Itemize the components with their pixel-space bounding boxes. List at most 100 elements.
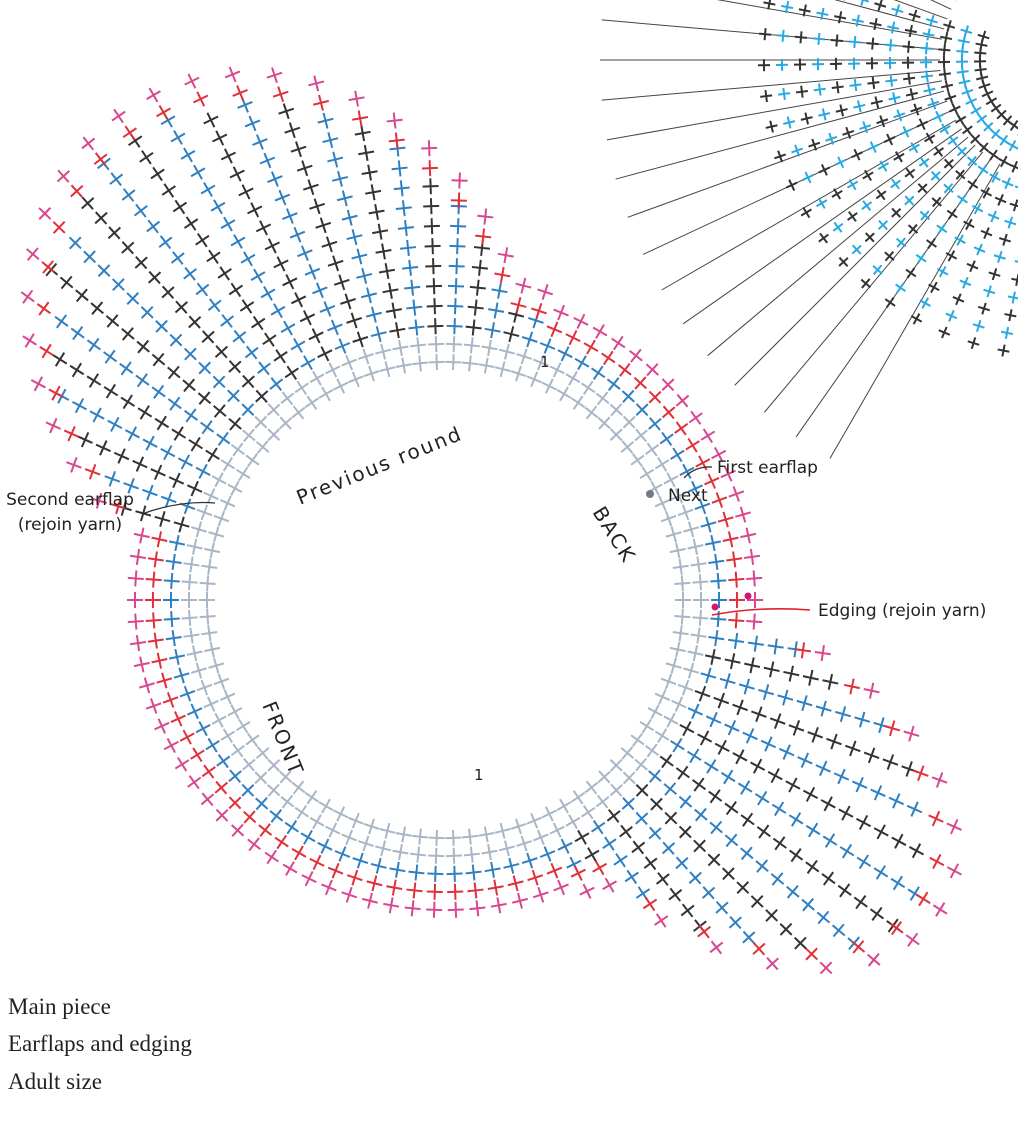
stitch [565,329,581,346]
stitch [279,416,293,430]
stitch [146,219,161,234]
stitch [1009,199,1018,212]
stitch [772,836,787,851]
stitch [609,758,623,772]
stitch [915,891,931,907]
stitch [639,466,655,482]
stitch [379,822,396,839]
stitch [889,921,904,936]
stitch [781,0,794,14]
stitch [137,405,153,420]
stitch [675,592,691,608]
stitch [188,436,204,452]
stitch [199,575,216,592]
stitch [107,416,123,432]
stitch [309,814,325,830]
stitch [129,548,147,565]
stitch [767,768,783,784]
stitch [884,297,896,308]
stitch [498,840,515,857]
stitch [533,829,549,846]
stitch [120,394,136,410]
stitch [291,845,307,861]
stitch [322,132,339,149]
caption: Main piece [8,994,111,1019]
stitch [927,97,940,110]
stitch [907,223,919,235]
stitch [282,274,298,290]
stitch [333,806,349,822]
stitch [530,302,547,319]
stitch [805,947,819,961]
stitch [675,856,689,870]
stitch [595,794,610,809]
stitch [516,348,533,365]
stitch [389,861,406,878]
stitch [160,491,177,508]
stitch [663,782,677,796]
stitch [570,395,586,410]
stitch [970,134,981,145]
stitch [309,370,325,386]
stitch [196,679,213,696]
stitch [510,818,527,835]
stitch [302,179,319,196]
stitch [592,860,608,876]
stitch [341,209,358,226]
back-label: BACK [588,502,641,567]
stitch [412,355,429,372]
stitch [609,428,623,442]
stitch [151,384,166,399]
stitch [669,542,686,559]
stitch [744,657,761,674]
stitch [674,575,691,592]
stitch [728,571,745,588]
stitch [931,196,942,208]
stitch [853,895,868,910]
stitch [318,386,334,402]
stitch [278,103,295,120]
stitch [158,235,173,250]
stitch [647,704,663,720]
stitch [798,4,811,17]
stitch [334,338,351,354]
stitch [720,769,736,785]
stitch [494,266,511,283]
stitch [526,812,542,829]
stitch [294,380,309,395]
stitch [592,324,608,339]
stitch [216,754,231,769]
stitch [844,740,861,757]
stitch [54,314,69,329]
stitch [958,75,971,89]
stitch [428,354,445,371]
stitch [1014,256,1018,269]
stitch [119,361,134,376]
stitch [284,122,301,139]
stitch [183,347,197,361]
stitch [728,612,745,629]
stitch [791,144,804,157]
stitch [906,801,923,817]
stitch [903,72,916,85]
stitch [624,869,639,885]
stitch [917,183,928,194]
stitch [831,81,844,94]
stitch [294,805,309,820]
stitch [870,785,886,801]
stitch [936,223,948,235]
stitch [760,736,777,752]
stitch [173,516,190,533]
stitch [760,90,773,103]
stitch [145,698,162,714]
stitch [111,108,126,124]
marker-dot [744,592,752,600]
stitch [814,645,831,662]
stitch [147,632,164,649]
stitch [972,319,985,332]
stitch [212,375,226,389]
stitch [190,521,207,538]
stitch [910,313,923,325]
stitch [980,227,993,240]
stitch [445,354,462,371]
